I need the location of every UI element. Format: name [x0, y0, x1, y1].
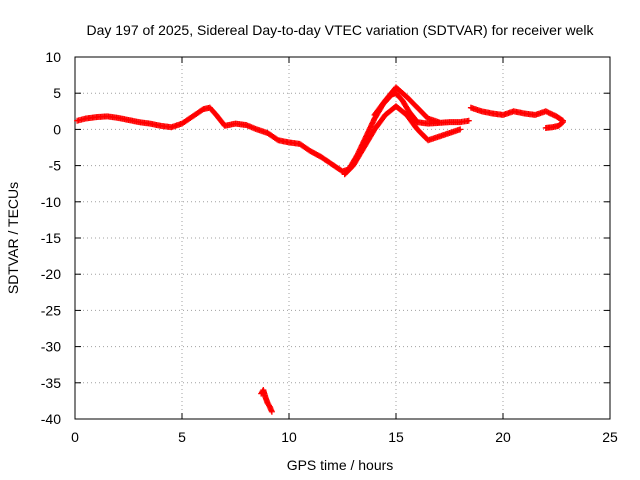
x-tick-label: 15 [388, 429, 404, 445]
series-sdtvar-lower-branch [341, 103, 464, 178]
x-tick-label: 5 [178, 429, 186, 445]
y-tick-label: -25 [41, 302, 61, 318]
data-point [457, 126, 464, 133]
series-sdtvar-outlier-cluster [258, 387, 275, 415]
y-tick-label: -20 [41, 266, 61, 282]
x-tick-label: 20 [495, 429, 511, 445]
x-tick-label: 0 [71, 429, 79, 445]
y-tick-label: -35 [41, 375, 61, 391]
y-tick-label: -15 [41, 230, 61, 246]
data-point [559, 119, 566, 126]
data-points [74, 84, 566, 415]
x-axis-label: GPS time / hours [287, 457, 394, 473]
x-tick-labels: 0 5 10 15 20 25 [71, 429, 618, 445]
y-tick-label: 10 [45, 49, 61, 65]
y-tick-label: 5 [53, 85, 61, 101]
axis-ticks [74, 56, 611, 420]
data-point [435, 119, 442, 126]
y-tick-label: -10 [41, 194, 61, 210]
x-tick-label: 25 [602, 429, 618, 445]
y-tick-labels: 10 5 0 -5 -10 -15 -20 -25 -30 -35 -40 [41, 49, 61, 427]
chart-title: Day 197 of 2025, Sidereal Day-to-day VTE… [86, 22, 594, 38]
series-sdtvar-late-segment [467, 104, 566, 124]
y-tick-label: -5 [49, 158, 62, 174]
y-tick-label: -30 [41, 339, 61, 355]
series-sdtvar-late-dip [542, 119, 566, 131]
y-tick-label: 0 [53, 121, 61, 137]
data-point [465, 117, 472, 124]
series-sdtvar-main-trace [74, 90, 472, 175]
y-tick-label: -40 [41, 411, 61, 427]
series-sdtvar-upper-branch [371, 84, 442, 126]
data-point [268, 408, 275, 415]
y-axis-label: SDTVAR / TECUs [5, 182, 21, 294]
data-point [558, 120, 565, 127]
x-tick-label: 10 [281, 429, 297, 445]
